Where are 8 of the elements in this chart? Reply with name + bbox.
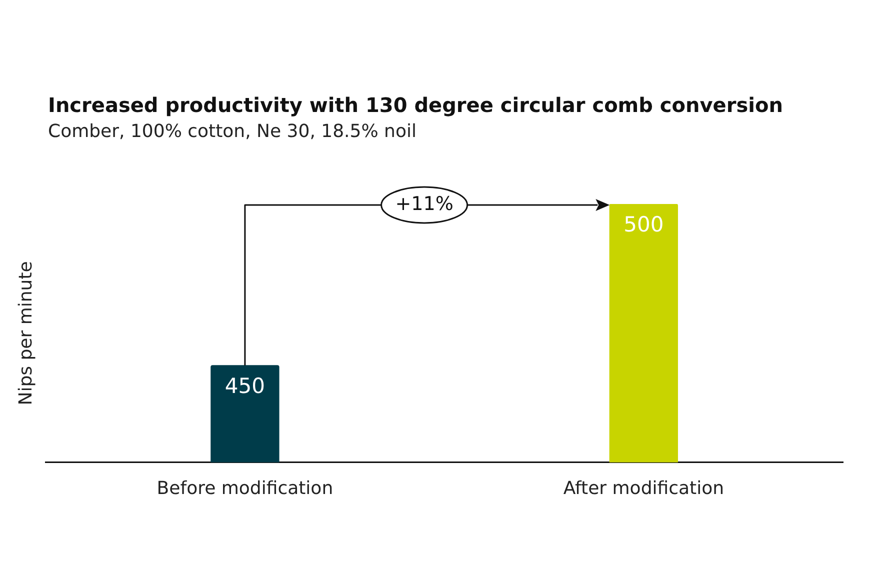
- x-tick-label: Before modification: [156, 478, 334, 499]
- annotation: +11%: [395, 192, 454, 215]
- chart-subtitle: Comber, 100% cotton, Ne 30, 18.5% noil: [48, 121, 416, 142]
- x-tick-label: After modification: [563, 478, 724, 499]
- data-label: 500: [624, 212, 664, 236]
- chart-title: Increased productivity with 130 degree circular comb conversion: [48, 93, 783, 117]
- data-label: 450: [224, 374, 265, 398]
- y-axis-title: Nips per minute: [15, 261, 36, 406]
